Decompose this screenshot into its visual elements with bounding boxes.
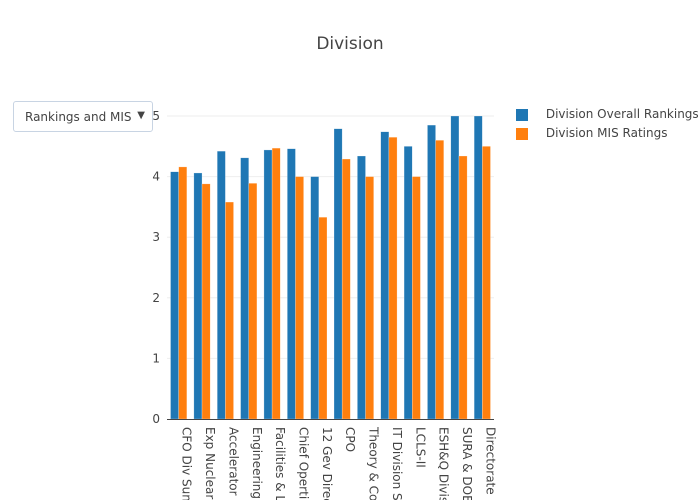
y-tick-label: 5 [152, 109, 160, 123]
x-tick-label: Engineering D [250, 427, 264, 500]
bar-mis [435, 139, 445, 420]
bar-mis [482, 146, 491, 420]
x-tick-label: SURA & DOE [460, 427, 474, 500]
legend-label: Division MIS Ratings [545, 126, 668, 140]
bar-mis [248, 183, 258, 420]
bar-mis [318, 216, 328, 420]
dropdown-arrow-icon: ▼ [137, 110, 145, 121]
bar-mis [201, 183, 211, 420]
bar-mis [388, 136, 398, 420]
bar-rankings [193, 172, 203, 420]
bar-rankings [263, 149, 273, 420]
x-tick-label: IT Division Su [390, 427, 404, 500]
x-tick-label: Directorate [483, 427, 497, 495]
bar-mis [458, 155, 468, 420]
y-tick-label: 4 [152, 170, 160, 184]
x-tick-label: CPO [343, 427, 357, 452]
bar-rankings [473, 115, 483, 420]
bar-rankings [427, 124, 436, 420]
x-tick-label: Accelerator O [226, 427, 240, 500]
bar-rankings [357, 155, 366, 420]
legend-label: Division Overall Rankings [545, 107, 699, 121]
bar-rankings [380, 131, 390, 420]
x-tick-label: Theory & Cor [367, 426, 381, 500]
bar-mis [365, 176, 374, 420]
dropdown-selected-label: Rankings and MIS [25, 110, 132, 124]
bar-rankings [240, 157, 249, 420]
y-tick-label: 1 [152, 351, 160, 365]
bar-mis [271, 147, 281, 420]
x-tick-label: 12 Gev Direct [320, 427, 334, 500]
x-tick-label: Chief Opertin [296, 427, 310, 500]
x-tick-label: ESH&Q Divisi [437, 427, 451, 500]
x-tick-label: Exp Nuclear P [203, 427, 217, 500]
bar-rankings [170, 171, 179, 420]
bar-mis [341, 158, 351, 420]
legend-item-rankings[interactable]: Division Overall Rankings [516, 107, 699, 121]
bar-mis [225, 201, 234, 420]
bar-rankings [403, 146, 413, 420]
bar-rankings [287, 148, 296, 420]
chart-view-dropdown[interactable]: Rankings and MIS ▼ [13, 101, 153, 132]
legend-swatch-icon [516, 127, 528, 140]
x-tick-label: LCLS-II [413, 427, 427, 468]
bar-mis [295, 176, 304, 420]
bar-mis [178, 166, 188, 420]
y-tick-label: 2 [152, 291, 160, 305]
chart-title: Division [316, 34, 384, 54]
bar-mis [412, 176, 421, 420]
bar-rankings [333, 128, 343, 420]
bar-rankings [310, 176, 320, 420]
x-tick-label: Facilities & Lo [273, 427, 287, 500]
x-tick-label: CFO Div Sum [180, 427, 194, 500]
y-tick-label: 3 [152, 230, 160, 244]
bar-rankings [216, 150, 226, 420]
bar-rankings [450, 115, 460, 420]
legend-item-mis[interactable]: Division MIS Ratings [516, 126, 667, 140]
legend-swatch-icon [516, 108, 528, 121]
y-tick-label: 0 [152, 412, 160, 426]
